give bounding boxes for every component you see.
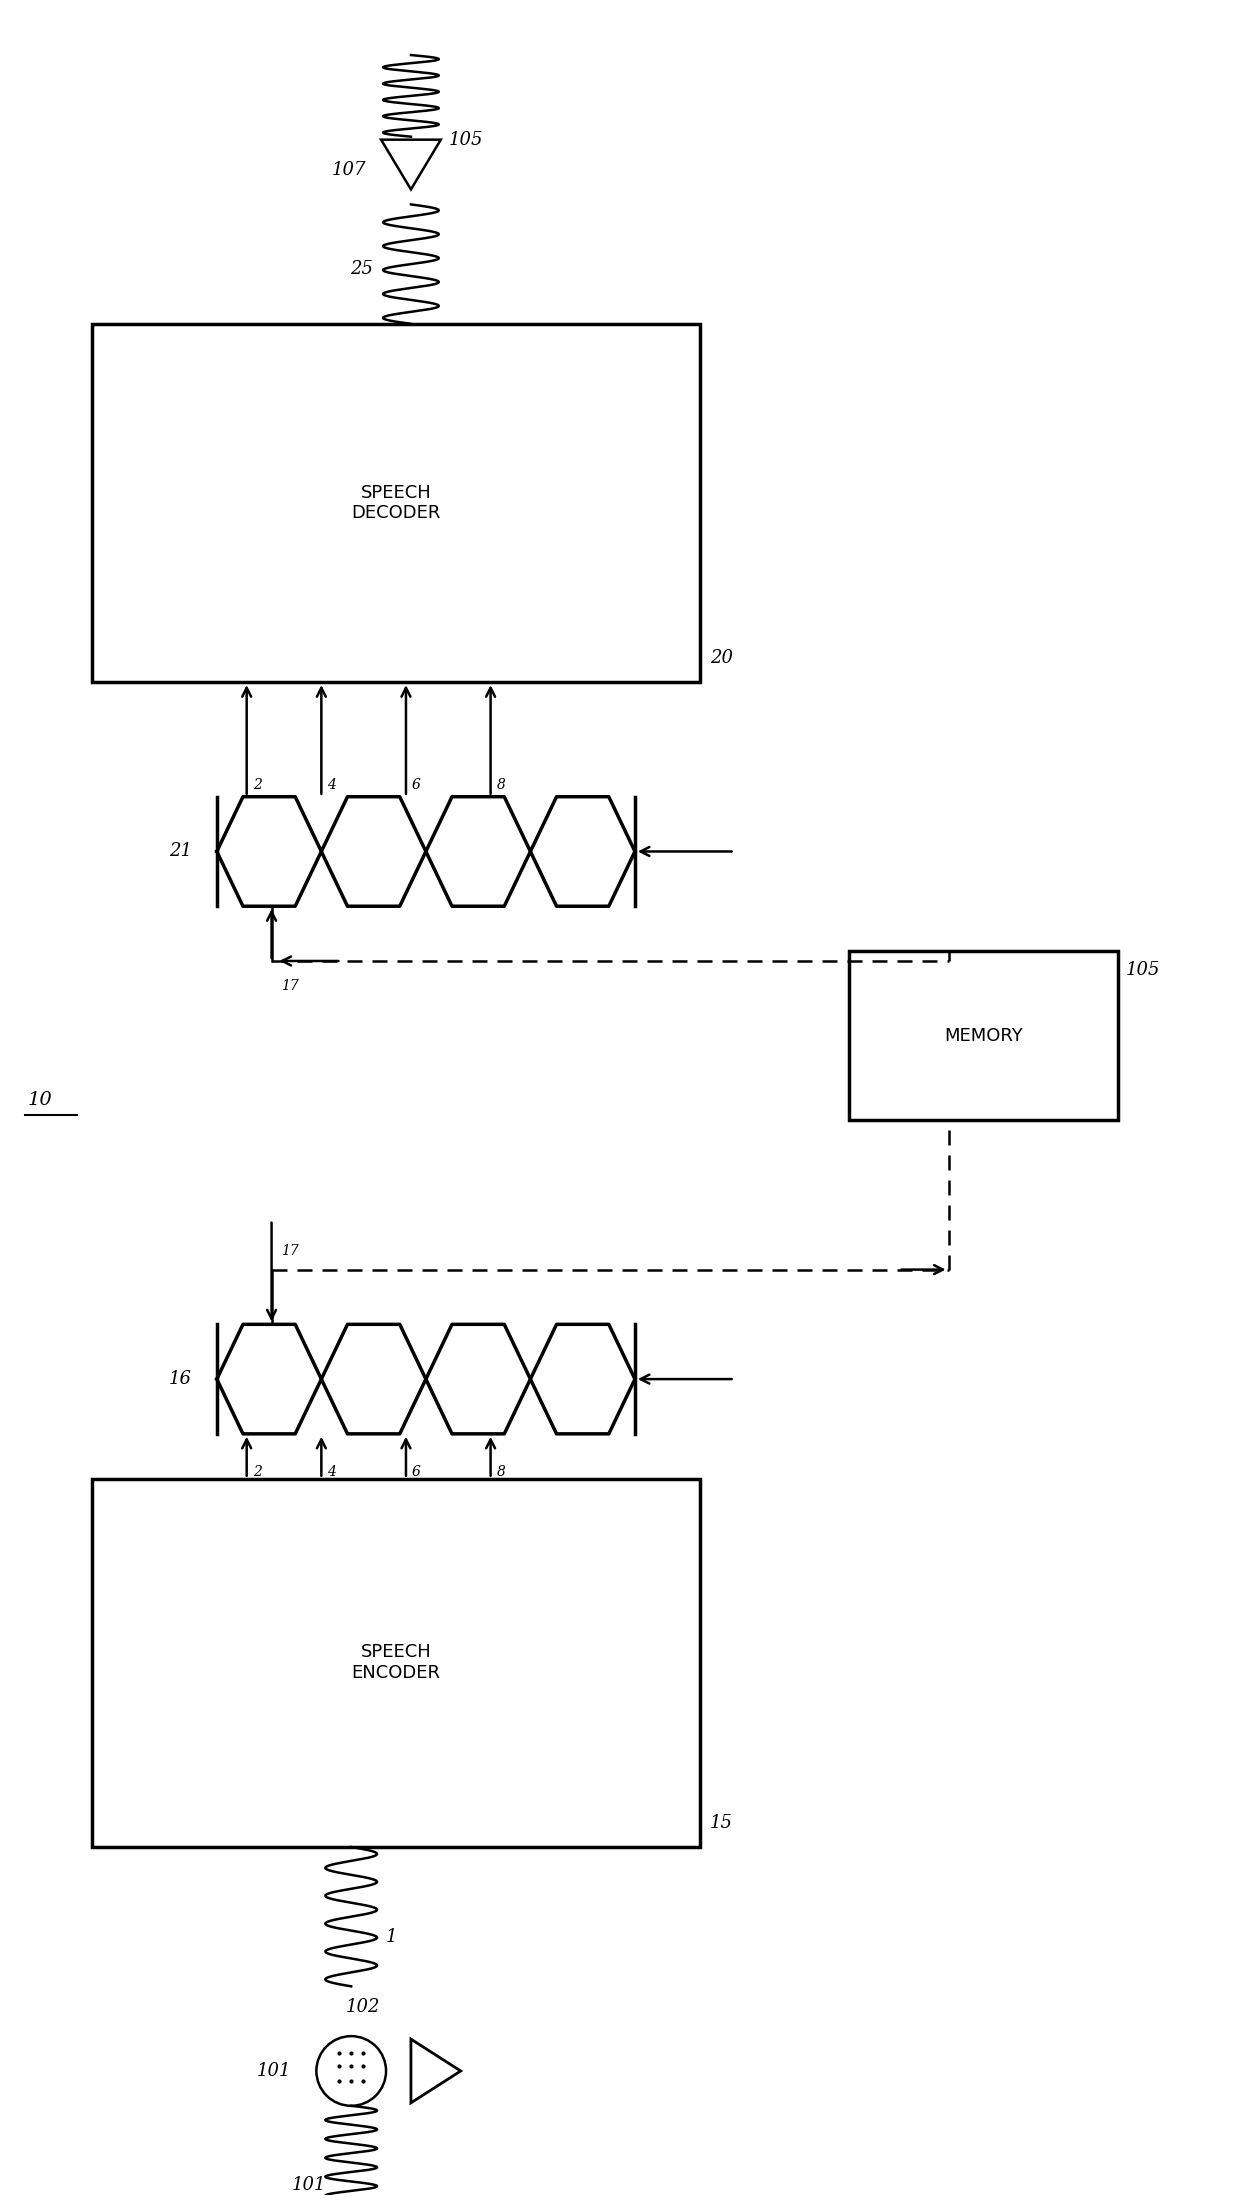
Text: 17: 17 bbox=[281, 1244, 299, 1257]
Text: 25: 25 bbox=[350, 260, 373, 277]
Text: 101: 101 bbox=[257, 2062, 291, 2080]
Text: 20: 20 bbox=[709, 649, 733, 667]
Text: 102: 102 bbox=[346, 1999, 381, 2016]
Text: 2: 2 bbox=[253, 1464, 262, 1479]
Text: 2: 2 bbox=[253, 777, 262, 792]
Text: 10: 10 bbox=[27, 1092, 52, 1109]
Text: 1: 1 bbox=[386, 1928, 398, 1946]
Text: 8: 8 bbox=[496, 1464, 506, 1479]
Text: 16: 16 bbox=[169, 1369, 192, 1389]
Bar bbox=[849, 951, 1117, 1120]
Text: 105: 105 bbox=[449, 130, 484, 150]
Text: 8: 8 bbox=[496, 777, 506, 792]
Text: 21: 21 bbox=[169, 843, 192, 861]
Text: 17: 17 bbox=[281, 979, 299, 993]
Text: 6: 6 bbox=[412, 1464, 420, 1479]
Bar bbox=[92, 1479, 699, 1847]
Text: 4: 4 bbox=[327, 777, 336, 792]
Bar bbox=[92, 324, 699, 682]
Text: 6: 6 bbox=[412, 777, 420, 792]
Text: 4: 4 bbox=[327, 1464, 336, 1479]
Text: 15: 15 bbox=[709, 1814, 733, 1831]
Text: SPEECH
ENCODER: SPEECH ENCODER bbox=[351, 1644, 440, 1682]
Text: SPEECH
DECODER: SPEECH DECODER bbox=[351, 484, 440, 522]
Text: 101: 101 bbox=[291, 2177, 326, 2194]
Text: MEMORY: MEMORY bbox=[944, 1026, 1023, 1045]
Text: 107: 107 bbox=[331, 161, 366, 178]
Text: 105: 105 bbox=[1126, 962, 1161, 979]
